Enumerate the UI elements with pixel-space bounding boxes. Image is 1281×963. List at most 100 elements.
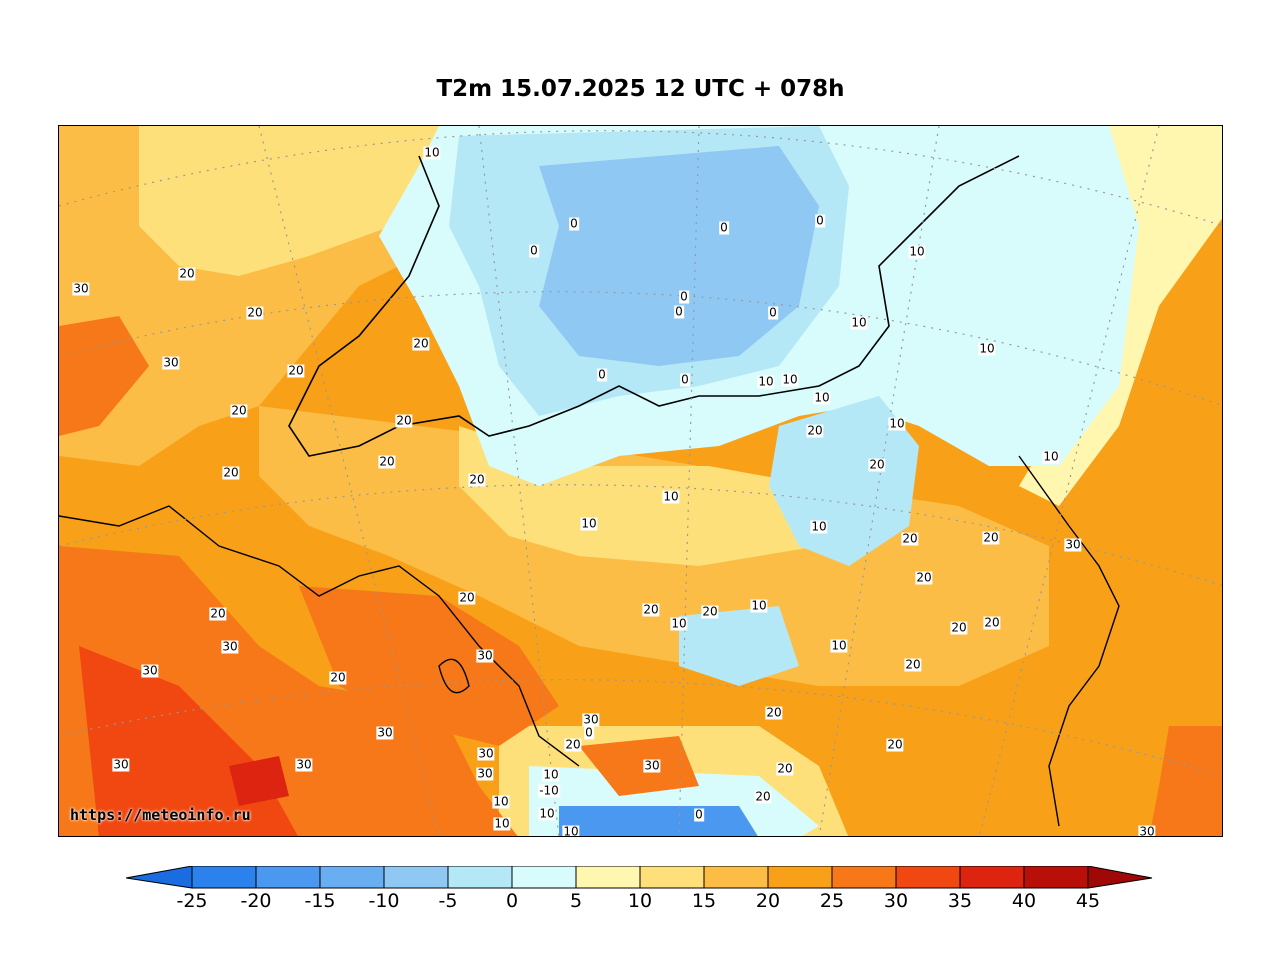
region-40-45-hotspot <box>229 756 289 806</box>
region-30-35-iberia <box>59 316 149 436</box>
contour-label: 10 <box>908 244 926 259</box>
colorbar-min-arrow <box>126 866 193 889</box>
region-0-5-siberia <box>769 396 919 566</box>
colorbar-segment <box>575 866 641 889</box>
contour-label: 10 <box>850 315 868 330</box>
colorbar-tick-label: 15 <box>691 890 717 912</box>
contour-label: 20 <box>901 531 919 546</box>
contour-label: 20 <box>412 336 430 351</box>
map-fill <box>59 126 1222 836</box>
contour-label: 10 <box>813 390 831 405</box>
coastline-east <box>1018 455 1120 827</box>
contour-label: 20 <box>395 413 413 428</box>
region-tibet-cold <box>559 806 758 836</box>
contour-label: 10 <box>562 824 580 837</box>
contour-label: 30 <box>643 758 661 773</box>
contour-label: 0 <box>679 289 689 304</box>
contour-label: 20 <box>904 657 922 672</box>
colorbar-segment <box>767 866 833 889</box>
caspian-sea <box>438 658 470 694</box>
contour-label: 30 <box>476 648 494 663</box>
contour-label: 10 <box>830 638 848 653</box>
contour-label: 0 <box>529 243 539 258</box>
colorbar-segment <box>191 866 257 889</box>
colorbar-segment <box>447 866 513 889</box>
contour-label: 30 <box>72 281 90 296</box>
contour-label: 20 <box>222 465 240 480</box>
contour-label: 0 <box>597 367 607 382</box>
colorbar-tick-label: 10 <box>627 890 653 912</box>
contour-label: 20 <box>329 670 347 685</box>
colorbar-tick-label: 20 <box>755 890 781 912</box>
graticule <box>59 126 1222 836</box>
contour-label: -10 <box>538 783 560 798</box>
contour-label: 20 <box>915 570 933 585</box>
contour-label: 20 <box>468 472 486 487</box>
source-watermark: https://meteoinfo.ru <box>70 806 251 824</box>
contour-label: 10 <box>750 598 768 613</box>
colorbar-segment <box>959 866 1025 889</box>
contour-label: 30 <box>221 639 239 654</box>
contour-label: 10 <box>538 806 556 821</box>
contour-label: 10 <box>888 416 906 431</box>
contour-label: 20 <box>868 457 886 472</box>
contour-label: 30 <box>1138 824 1156 837</box>
colorbar-segment <box>831 866 897 889</box>
region-30-35-east-asia <box>1149 726 1222 836</box>
contour-label: 0 <box>569 216 579 231</box>
region-30-35-central-asia <box>299 586 559 746</box>
colorbar-segment <box>895 866 961 889</box>
coastline-south <box>59 505 580 767</box>
contour-label: 10 <box>542 767 560 782</box>
colorbar-segment <box>255 866 321 889</box>
colorbar-max-arrow <box>1087 866 1153 889</box>
colorbar-tick-label: 40 <box>1011 890 1037 912</box>
contour-label: 20 <box>950 620 968 635</box>
contour-label: 10 <box>670 616 688 631</box>
colorbar-segment <box>511 866 577 889</box>
colorbar-tick-label: 30 <box>883 890 909 912</box>
contour-label: 10 <box>423 145 441 160</box>
contour-label: 20 <box>246 305 264 320</box>
contour-label: 10 <box>1042 449 1060 464</box>
colorbar-tick-label: -25 <box>176 890 208 912</box>
colorbar-segment <box>383 866 449 889</box>
contour-label: 10 <box>580 516 598 531</box>
colorbar-tick-label: 0 <box>505 890 519 912</box>
contour-label: 20 <box>754 789 772 804</box>
contour-label: 10 <box>493 816 511 831</box>
contour-label: 30 <box>376 725 394 740</box>
colorbar-segment <box>639 866 705 889</box>
contour-label: 10 <box>810 519 828 534</box>
contour-label: 20 <box>230 403 248 418</box>
contour-label: 0 <box>768 305 778 320</box>
contour-label: 20 <box>806 423 824 438</box>
contour-label: 30 <box>112 757 130 772</box>
contour-label: 30 <box>1064 537 1082 552</box>
colorbar-segment <box>319 866 385 889</box>
region-30-35-tarim <box>579 736 699 796</box>
contour-label: 0 <box>815 213 825 228</box>
contour-label: 0 <box>719 220 729 235</box>
contour-label: 0 <box>584 725 594 740</box>
contour-label: 30 <box>295 757 313 772</box>
contour-label: 30 <box>476 766 494 781</box>
contour-label: 20 <box>458 590 476 605</box>
contour-label: 20 <box>564 737 582 752</box>
region-15-20-northwest <box>139 126 479 276</box>
colorbar-tick-label: -15 <box>304 890 336 912</box>
colorbar-tick-label: 25 <box>819 890 845 912</box>
contour-label: 30 <box>162 355 180 370</box>
colorbar <box>126 866 1153 889</box>
contour-label: 30 <box>141 663 159 678</box>
temperature-map: 10 0 0 0 0 0 0 0 0 0 10 10 10 10 20 30 20 30 20 20 20 20 20 20 2… <box>58 125 1223 837</box>
colorbar-tick-label: -20 <box>240 890 272 912</box>
contour-label: 20 <box>378 454 396 469</box>
contour-label: 20 <box>701 604 719 619</box>
colorbar-tick-label: -5 <box>438 890 458 912</box>
contour-label: 20 <box>178 266 196 281</box>
contour-label: 20 <box>982 530 1000 545</box>
contour-label: 20 <box>642 602 660 617</box>
contour-label: 0 <box>694 807 704 822</box>
contour-label: 20 <box>209 606 227 621</box>
